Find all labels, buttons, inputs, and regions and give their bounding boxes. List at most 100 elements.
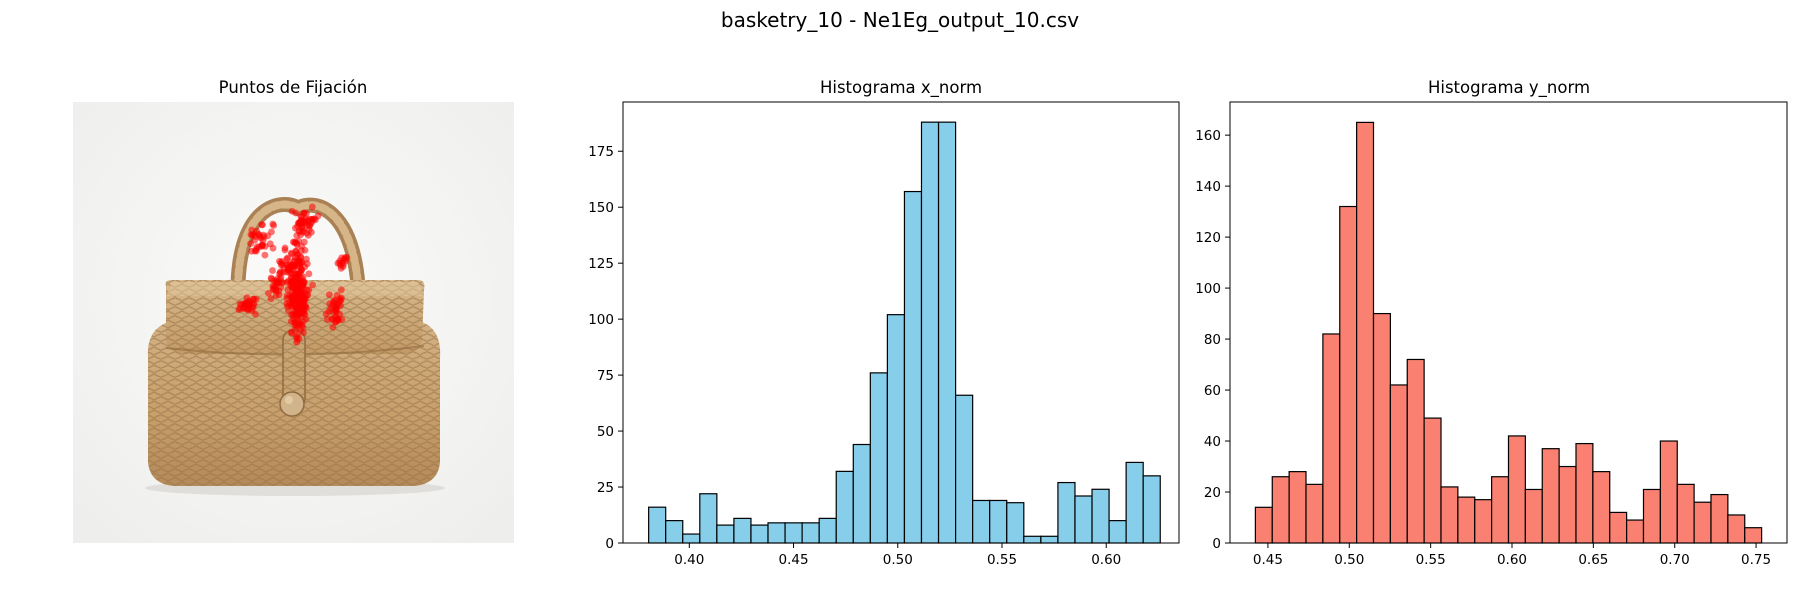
x-tick-label: 0.65 <box>1578 552 1608 568</box>
histogram-bar <box>1676 483 1695 544</box>
histogram-x-axes-frame <box>622 101 1180 544</box>
histogram-x-panel: Histograma x_norm 0.40 0.45 0.50 0.55 0.60 0 2… <box>588 78 1180 568</box>
fixation-point <box>291 224 299 232</box>
histogram-bar <box>1659 440 1678 544</box>
histogram-bar <box>1524 488 1543 544</box>
fixation-point <box>334 316 342 323</box>
x-tick-label: 0.70 <box>1660 552 1690 568</box>
fixation-point <box>295 219 303 227</box>
histogram-bar <box>954 394 974 544</box>
fixation-point <box>295 237 303 245</box>
histogram-bar <box>920 121 940 544</box>
x-tick-label: 0.45 <box>779 552 809 568</box>
histogram-bar <box>818 517 837 544</box>
x-tick-label: 0.55 <box>987 552 1017 568</box>
histogram-bar <box>835 470 854 544</box>
histogram-bar <box>1744 527 1763 544</box>
histogram-bar <box>1457 496 1476 544</box>
y-tick-label: 0 <box>1212 536 1221 552</box>
fixation-point <box>247 240 254 248</box>
fixation-point <box>267 295 275 303</box>
y-tick-label: 100 <box>1195 281 1221 297</box>
fixation-point <box>277 268 284 276</box>
fixation-point <box>302 210 310 217</box>
histogram-bar <box>1108 520 1127 544</box>
histogram-bar <box>1288 471 1307 544</box>
histogram-y-title: Histograma y_norm <box>1428 78 1590 98</box>
y-tick-label: 125 <box>588 256 614 272</box>
y-tick-label: 40 <box>1204 434 1221 450</box>
x-tick-label: 0.55 <box>1416 552 1446 568</box>
y-tick-label: 25 <box>597 480 614 496</box>
y-tick-label: 80 <box>1204 332 1221 348</box>
histogram-bar <box>716 524 735 544</box>
histogram-bar <box>1727 514 1746 544</box>
fixation-point <box>288 207 296 215</box>
fixation-point <box>308 203 316 211</box>
fixation-point <box>294 321 302 329</box>
x-tick-label: 0.75 <box>1741 552 1771 568</box>
fixation-point <box>288 288 296 296</box>
fixation-point <box>337 286 345 294</box>
histogram-bar <box>1254 506 1273 544</box>
fixation-point <box>251 247 259 255</box>
x-tick-label: 0.50 <box>883 552 913 568</box>
histogram-x-title: Histograma x_norm <box>820 78 982 98</box>
histogram-bar <box>1057 481 1076 544</box>
fixation-point <box>269 267 276 274</box>
figure-title: basketry_10 - Ne1Eg_output_10.csv <box>721 8 1079 32</box>
histogram-bar <box>784 522 803 544</box>
histogram-x-bars <box>648 121 1161 544</box>
fixation-point <box>308 215 316 223</box>
image-panel-title: Puntos de Fijación <box>219 78 368 97</box>
histogram-bar <box>903 190 923 544</box>
histogram-bar <box>1023 535 1042 544</box>
fixation-point <box>268 275 276 283</box>
histogram-bar <box>1609 511 1628 544</box>
histogram-bar <box>750 524 769 544</box>
y-tick-label: 140 <box>1195 179 1221 195</box>
fixation-point <box>296 269 304 276</box>
fixation-point <box>304 231 312 239</box>
y-tick-label: 150 <box>588 200 614 216</box>
fixation-point <box>336 295 344 303</box>
histogram-bar <box>1710 493 1729 544</box>
histogram-bar <box>1693 501 1712 544</box>
fixation-point <box>301 218 308 226</box>
fixation-point <box>296 304 304 312</box>
y-tick-label: 175 <box>588 144 614 160</box>
histogram-bar <box>1575 442 1594 544</box>
fixation-point <box>293 309 301 317</box>
x-tick-label: 0.60 <box>1091 552 1121 568</box>
image-panel: Puntos de Fijación <box>73 78 514 543</box>
histogram-bar <box>1372 312 1391 544</box>
fixation-point <box>300 238 308 246</box>
fixation-point <box>281 246 289 254</box>
x-tick-label: 0.50 <box>1334 552 1364 568</box>
fixation-point <box>332 306 340 314</box>
histogram-bar <box>1322 333 1341 544</box>
y-tick-label: 60 <box>1204 383 1221 399</box>
histogram-bar <box>1125 461 1144 544</box>
y-tick-label: 75 <box>597 368 614 384</box>
y-tick-label: 160 <box>1195 128 1221 144</box>
histogram-bar <box>1339 205 1358 544</box>
histogram-bar <box>1491 476 1510 544</box>
histogram-bar <box>1474 499 1493 544</box>
fixation-point <box>284 254 292 262</box>
histogram-y-ticks: 0.45 0.50 0.55 0.60 0.65 0.70 0.75 0 20 40 60 80 100… <box>1195 128 1771 568</box>
fixation-point <box>250 231 257 239</box>
histogram-bar <box>1142 475 1161 544</box>
histogram-bar <box>972 499 991 544</box>
histogram-bar <box>1271 476 1290 544</box>
fixation-point <box>329 323 337 331</box>
histogram-bar <box>1074 495 1093 544</box>
fixation-point <box>255 231 263 239</box>
fixation-point <box>279 278 287 286</box>
fixation-point <box>322 310 330 318</box>
fixation-points <box>235 203 351 346</box>
histogram-bar <box>665 520 684 544</box>
histogram-x-ticks: 0.40 0.45 0.50 0.55 0.60 0 25 50 75 100 125 150 175 <box>588 144 1121 568</box>
